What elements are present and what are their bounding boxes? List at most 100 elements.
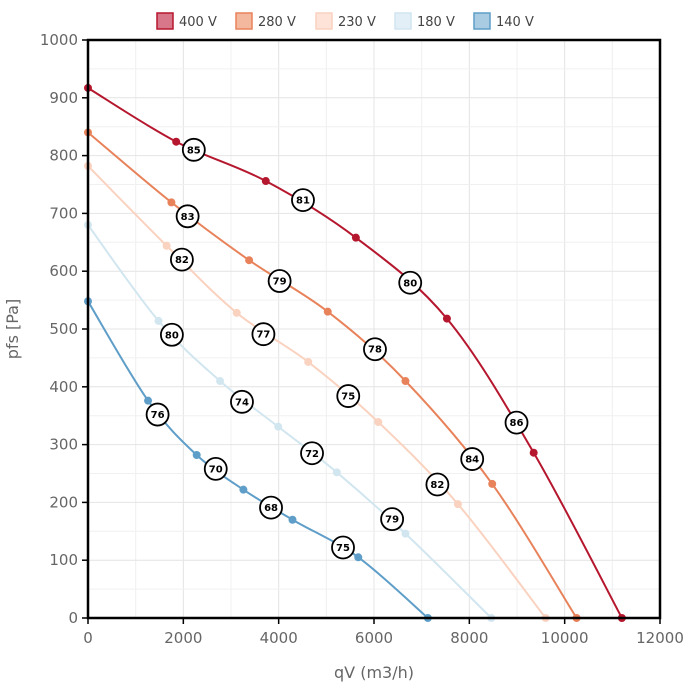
plot-area: 85 81 80 86 83 79 78 84 82 77 75 82 80 74 72 79 76 70 68 75 bbox=[84, 83, 626, 622]
x-tick-label: 10000 bbox=[541, 629, 589, 647]
data-point bbox=[167, 198, 176, 207]
efficiency-badge-label: 80 bbox=[403, 278, 417, 289]
legend-label: 180 V bbox=[417, 15, 455, 30]
data-point bbox=[288, 515, 297, 524]
legend-label: 140 V bbox=[496, 15, 534, 30]
y-tick-label: 700 bbox=[49, 204, 78, 222]
data-point bbox=[374, 418, 383, 427]
series-230v: 82 77 75 82 bbox=[84, 162, 550, 622]
y-tick-label: 900 bbox=[49, 89, 78, 107]
efficiency-badge bbox=[230, 389, 254, 414]
data-point bbox=[261, 177, 270, 186]
efficiency-badge bbox=[259, 495, 283, 520]
efficiency-badge bbox=[504, 410, 529, 435]
series-line bbox=[87, 165, 547, 619]
data-point bbox=[323, 307, 332, 316]
legend-label: 280 V bbox=[258, 15, 296, 30]
efficiency-badge bbox=[159, 322, 184, 347]
efficiency-badge bbox=[267, 269, 292, 293]
x-tick-label: 2000 bbox=[164, 629, 202, 647]
legend-swatch bbox=[315, 12, 333, 30]
data-point bbox=[401, 377, 410, 386]
data-point bbox=[354, 553, 363, 562]
data-point bbox=[192, 451, 201, 460]
efficiency-badge-label: 81 bbox=[296, 196, 310, 207]
legend-swatch bbox=[394, 12, 412, 30]
efficiency-badge-label: 82 bbox=[430, 480, 444, 491]
data-point bbox=[232, 308, 241, 317]
data-point bbox=[453, 500, 462, 509]
data-point bbox=[442, 314, 451, 323]
efficiency-badge bbox=[398, 270, 423, 295]
efficiency-badge-label: 80 bbox=[165, 330, 179, 341]
x-axis-title: qV (m3/h) bbox=[334, 663, 414, 682]
data-point bbox=[529, 448, 538, 457]
x-tick-label: 4000 bbox=[260, 629, 298, 647]
data-point bbox=[216, 377, 225, 386]
data-point bbox=[401, 529, 410, 538]
efficiency-badge-label: 72 bbox=[305, 449, 319, 460]
legend: 400 V 280 V 230 V 180 V 140 V bbox=[156, 12, 534, 30]
y-tick-label: 200 bbox=[49, 493, 78, 511]
y-tick-label: 1000 bbox=[40, 31, 78, 49]
legend-swatch bbox=[235, 12, 253, 30]
efficiency-badge bbox=[336, 384, 361, 408]
efficiency-badge-label: 68 bbox=[264, 503, 278, 514]
data-point bbox=[274, 422, 283, 431]
efficiency-badge bbox=[170, 247, 194, 272]
legend-swatch bbox=[473, 12, 491, 30]
efficiency-badge-label: 78 bbox=[368, 345, 382, 356]
series-400v: 85 81 80 86 bbox=[84, 83, 626, 622]
series-line bbox=[87, 87, 623, 619]
efficiency-badge bbox=[145, 402, 170, 427]
data-point bbox=[332, 468, 341, 477]
data-point bbox=[154, 316, 163, 325]
efficiency-badge-label: 75 bbox=[336, 543, 350, 554]
efficiency-badge bbox=[300, 441, 324, 466]
legend-label: 230 V bbox=[338, 15, 376, 30]
data-point bbox=[239, 485, 248, 494]
data-point bbox=[245, 256, 254, 265]
efficiency-badge bbox=[291, 188, 315, 213]
efficiency-badge-label: 74 bbox=[235, 397, 249, 408]
efficiency-badge-label: 82 bbox=[175, 255, 189, 266]
series-140v: 76 70 68 75 bbox=[84, 297, 432, 622]
data-point bbox=[351, 233, 360, 242]
efficiency-badge-label: 86 bbox=[510, 418, 524, 429]
efficiency-badge bbox=[251, 322, 276, 347]
y-axis-title: pfs [Pa] bbox=[3, 299, 22, 359]
y-tick-label: 600 bbox=[49, 262, 78, 280]
axis-ticks: 0 2000 4000 6000 8000 10000 12000 0 100 200 300 400… bbox=[40, 31, 684, 647]
efficiency-badge bbox=[425, 472, 450, 497]
y-tick-label: 300 bbox=[49, 436, 78, 454]
y-tick-label: 100 bbox=[49, 551, 78, 569]
efficiency-badge-label: 84 bbox=[465, 455, 479, 466]
legend-swatch bbox=[156, 12, 174, 30]
efficiency-badge bbox=[203, 456, 228, 481]
data-point bbox=[162, 241, 171, 250]
y-tick-label: 400 bbox=[49, 378, 78, 396]
efficiency-badge-label: 70 bbox=[209, 464, 223, 475]
legend-label: 400 V bbox=[179, 15, 217, 30]
data-point bbox=[304, 357, 313, 366]
y-tick-label: 0 bbox=[68, 609, 78, 627]
efficiency-badge-label: 75 bbox=[341, 392, 355, 403]
efficiency-badge-label: 79 bbox=[385, 515, 399, 526]
y-tick-label: 800 bbox=[49, 147, 78, 165]
efficiency-badge-label: 85 bbox=[187, 145, 201, 156]
y-tick-label: 500 bbox=[49, 320, 78, 338]
efficiency-badge bbox=[331, 535, 355, 560]
series-180v: 80 74 72 79 bbox=[84, 220, 496, 622]
efficiency-badge bbox=[380, 507, 405, 532]
data-point bbox=[172, 137, 181, 146]
efficiency-badge bbox=[363, 337, 387, 362]
efficiency-badge-label: 83 bbox=[181, 212, 195, 223]
efficiency-badge-label: 76 bbox=[151, 410, 165, 421]
efficiency-badge bbox=[175, 204, 200, 229]
efficiency-badge bbox=[181, 137, 206, 162]
x-tick-label: 12000 bbox=[636, 629, 684, 647]
efficiency-badge-label: 77 bbox=[256, 330, 270, 341]
efficiency-badge bbox=[460, 447, 485, 471]
x-tick-label: 8000 bbox=[450, 629, 488, 647]
